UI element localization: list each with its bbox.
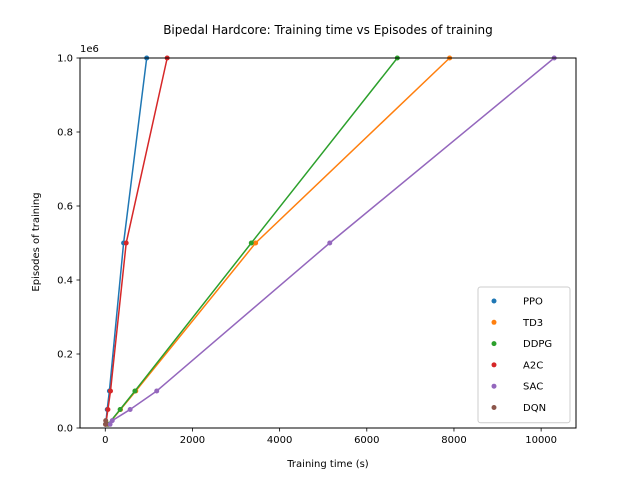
data-point-dqn xyxy=(103,418,109,424)
data-point-sac xyxy=(107,421,113,427)
x-tick-label: 10000 xyxy=(525,435,557,446)
series-line-a2c xyxy=(105,57,168,425)
data-point-a2c xyxy=(108,388,114,394)
legend: PPO TD3 DDPG A2C SAC DQN xyxy=(477,286,571,424)
x-tick-label: 0 xyxy=(102,435,108,446)
data-point-sac xyxy=(327,240,333,246)
legend-label: DQN xyxy=(523,403,546,414)
data-point-sac xyxy=(154,388,160,394)
legend-marker-ppo xyxy=(491,298,497,304)
data-point-ddpg xyxy=(117,407,123,412)
legend-marker-ddpg xyxy=(491,341,497,347)
y-tick-label: 0.8 xyxy=(57,128,73,139)
data-point-a2c xyxy=(123,240,129,246)
data-point-dqn xyxy=(102,421,108,427)
legend-marker-sac xyxy=(491,383,497,389)
y-axis-label: Episodes of training xyxy=(31,192,42,291)
legend-label: DDPG xyxy=(523,339,552,350)
data-point-ddpg xyxy=(132,388,138,394)
legend-label: TD3 xyxy=(522,318,543,329)
y-tick-label: 0.2 xyxy=(57,350,73,361)
data-point-sac xyxy=(127,407,133,412)
data-point-ddpg xyxy=(248,240,254,246)
y-axis: 0.0 0.2 0.4 0.6 0.8 1.0 xyxy=(57,54,80,435)
legend-label: SAC xyxy=(523,382,543,393)
x-tick-label: 4000 xyxy=(267,435,292,446)
legend-marker-a2c xyxy=(491,362,497,368)
x-axis-label: Training time (s) xyxy=(286,459,369,470)
y-tick-label: 0.6 xyxy=(57,202,73,213)
data-point-a2c xyxy=(105,407,111,412)
plot-frame xyxy=(79,57,577,429)
x-tick-label: 2000 xyxy=(180,435,205,446)
y-offset-label: 1e6 xyxy=(80,44,99,55)
chart-title: Bipedal Hardcore: Training time vs Episo… xyxy=(163,23,493,37)
x-axis: 0 2000 4000 6000 8000 10000 xyxy=(102,428,557,446)
legend-label: A2C xyxy=(523,360,543,371)
legend-frame xyxy=(477,286,571,424)
data-point-sac xyxy=(109,418,115,424)
x-tick-label: 6000 xyxy=(354,435,379,446)
series-line-td3 xyxy=(107,57,451,425)
legend-label: PPO xyxy=(523,297,543,308)
plot-area xyxy=(102,55,557,427)
y-tick-label: 1.0 xyxy=(57,54,73,65)
legend-marker-dqn xyxy=(491,405,497,410)
legend-marker-td3 xyxy=(491,319,497,325)
y-tick-label: 0.0 xyxy=(57,424,73,435)
data-point-td3 xyxy=(253,240,259,246)
x-tick-label: 8000 xyxy=(441,435,466,446)
y-tick-label: 0.4 xyxy=(57,276,73,287)
